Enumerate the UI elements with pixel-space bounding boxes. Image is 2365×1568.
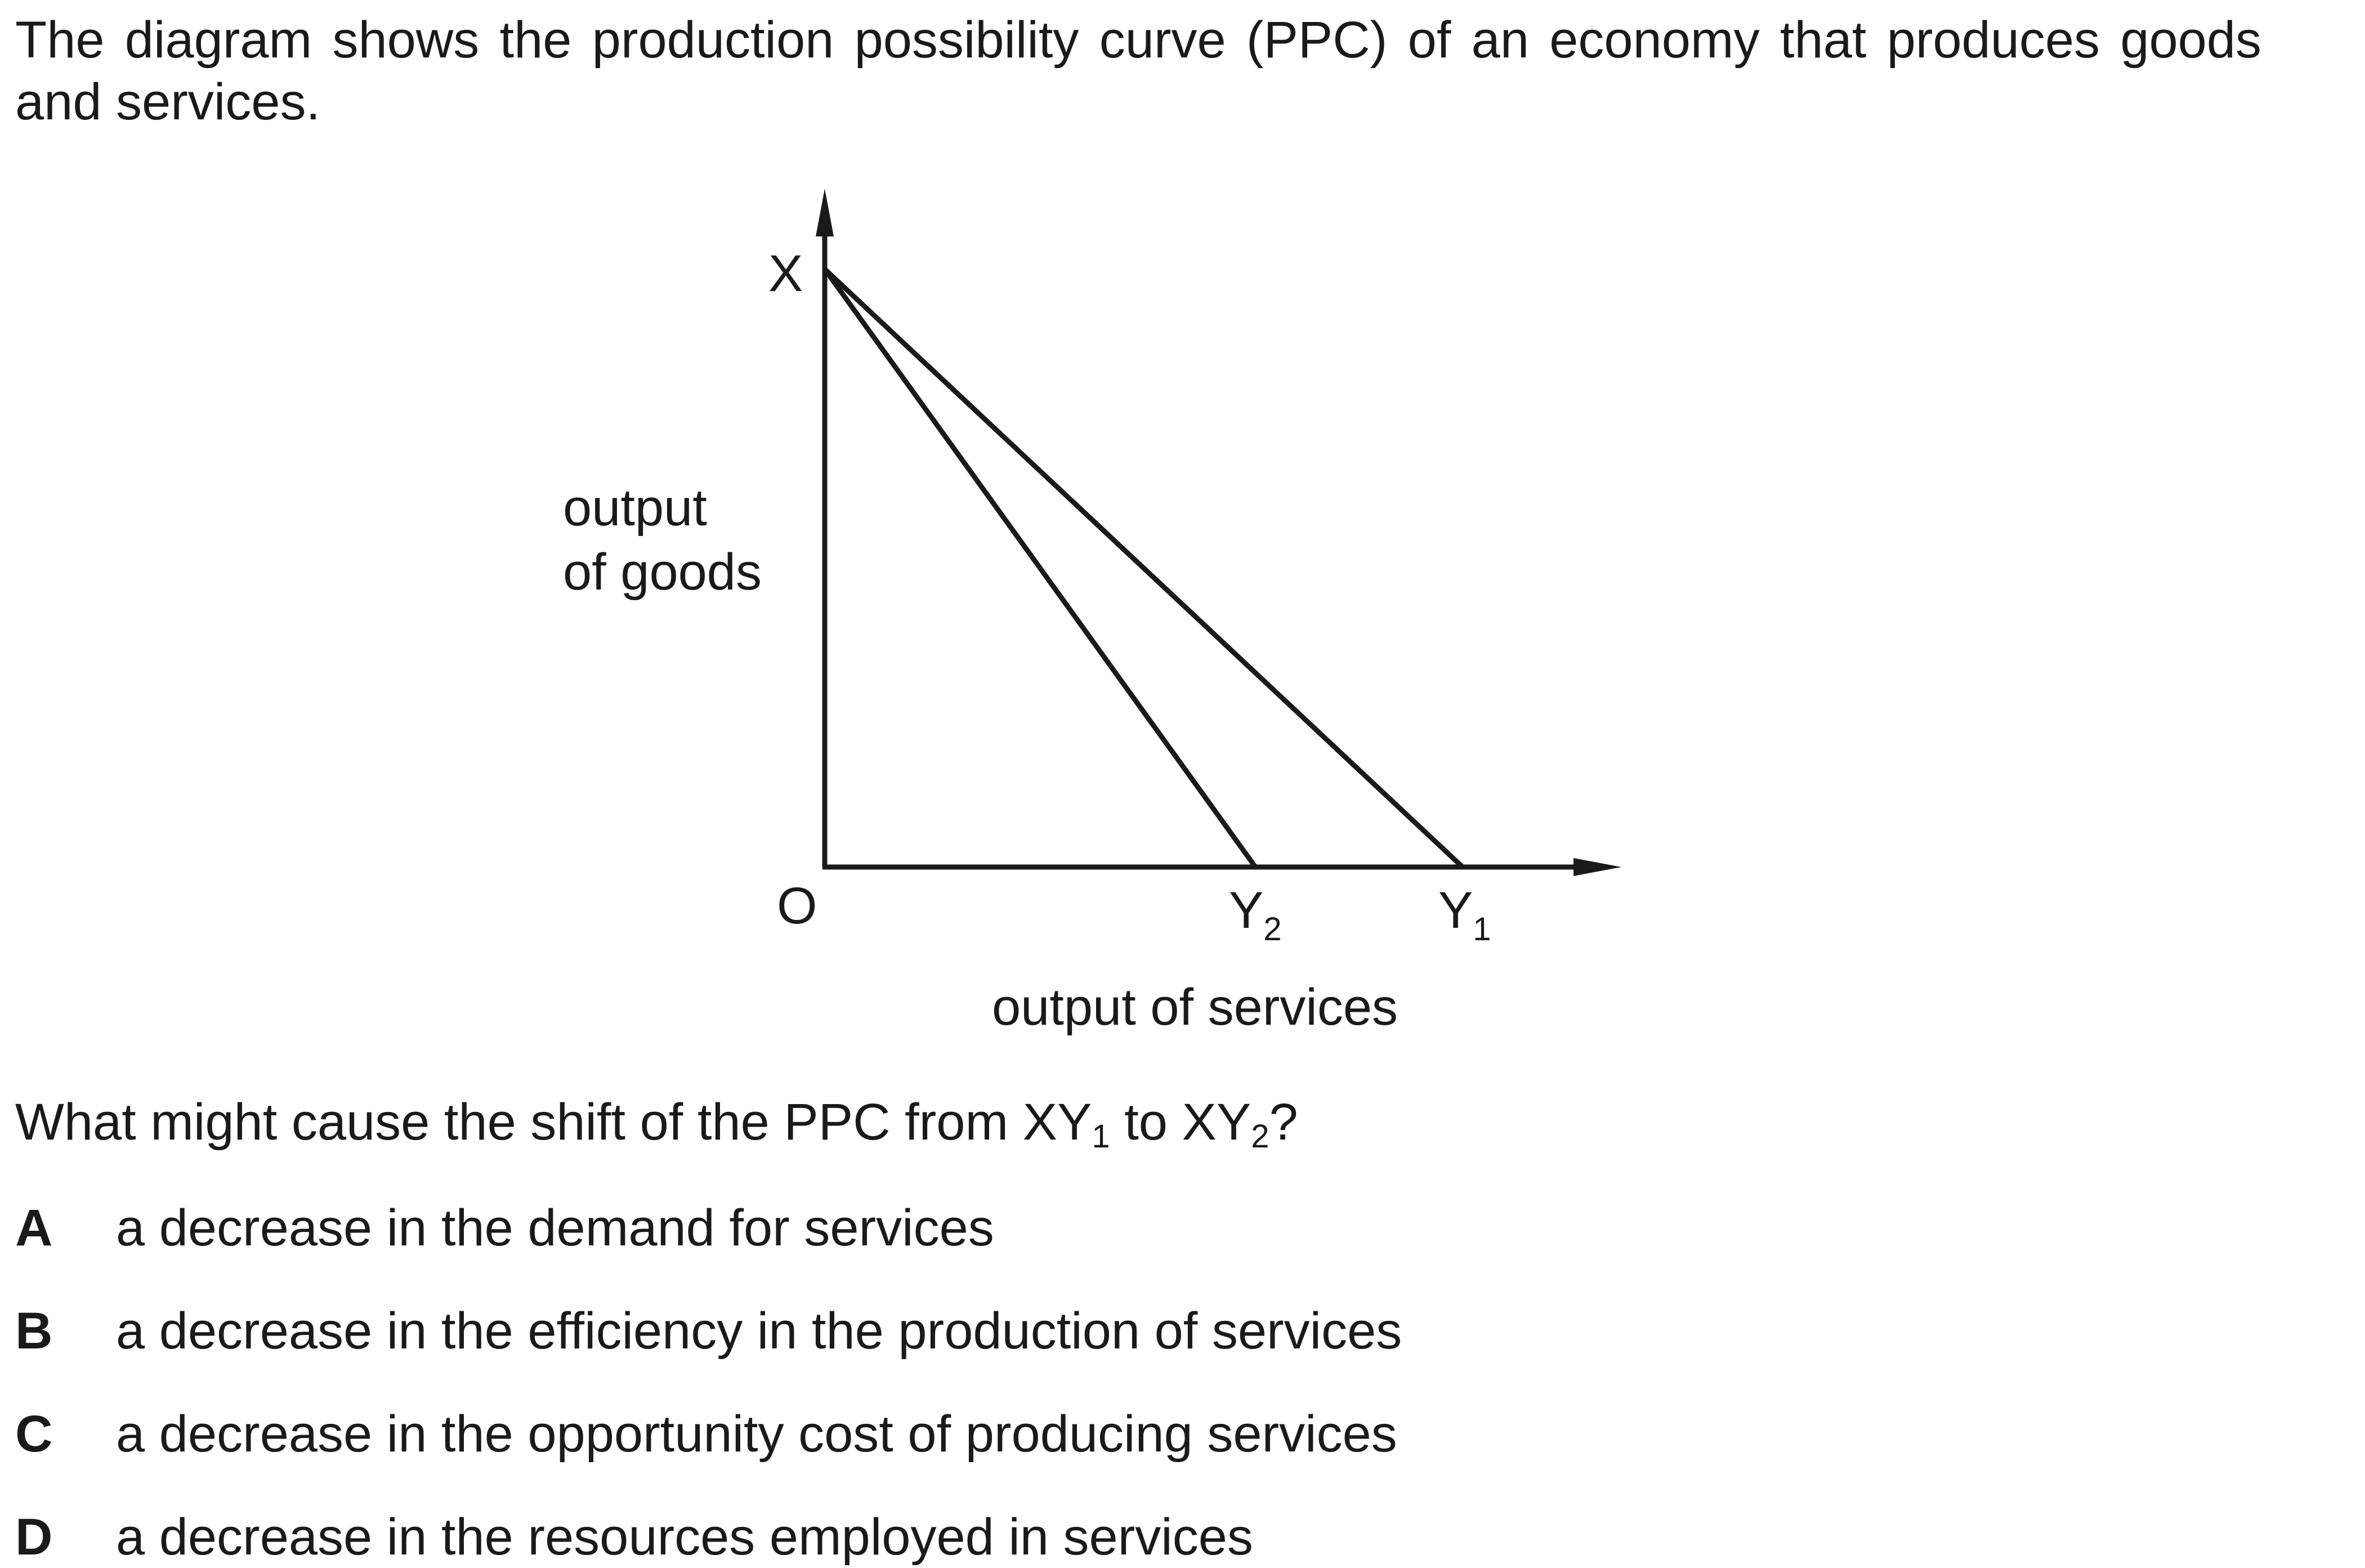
- intro-line-1: The diagram shows the production possibi…: [15, 11, 2261, 69]
- question-part-1: What might cause the shift of the PPC fr…: [15, 1093, 1092, 1151]
- option-c-letter: C: [15, 1405, 53, 1463]
- option-a-letter: A: [15, 1199, 53, 1257]
- x-axis-arrowhead: [1573, 858, 1621, 876]
- question-sub-1: 1: [1092, 1118, 1110, 1155]
- y-axis-title-line-2: of goods: [563, 543, 762, 601]
- y1-letter: Y: [1438, 882, 1473, 939]
- y2-subscript: 2: [1263, 911, 1281, 948]
- point-label-y2: Y2: [1229, 882, 1282, 948]
- intro-line-2: and services.: [15, 73, 321, 131]
- y-axis-title-line-1: output: [563, 479, 707, 537]
- question-part-3: ?: [1269, 1093, 1298, 1151]
- point-label-y1: Y1: [1438, 882, 1491, 948]
- question-part-2: to XY: [1110, 1093, 1251, 1151]
- question-intro: The diagram shows the production possibi…: [15, 9, 2267, 133]
- option-d-text: a decrease in the resources employed in …: [116, 1508, 1253, 1566]
- question-sub-2: 2: [1251, 1118, 1269, 1155]
- option-d-letter: D: [15, 1508, 53, 1566]
- y-axis-arrowhead: [816, 189, 834, 236]
- y2-letter: Y: [1229, 882, 1263, 939]
- ppc-line-xy1: [822, 267, 1465, 869]
- y1-subscript: 1: [1473, 911, 1491, 948]
- question-text: What might cause the shift of the PPC fr…: [15, 1091, 1298, 1153]
- option-a-text: a decrease in the demand for services: [116, 1199, 994, 1257]
- option-b-text: a decrease in the efficiency in the prod…: [116, 1302, 1402, 1360]
- ppc-line-xy2: [822, 267, 1258, 869]
- point-label-x: X: [768, 245, 803, 302]
- option-b-letter: B: [15, 1302, 53, 1360]
- point-label-o: O: [777, 877, 817, 935]
- x-axis-title: output of services: [992, 979, 1398, 1036]
- option-c-text: a decrease in the opportunity cost of pr…: [116, 1405, 1397, 1463]
